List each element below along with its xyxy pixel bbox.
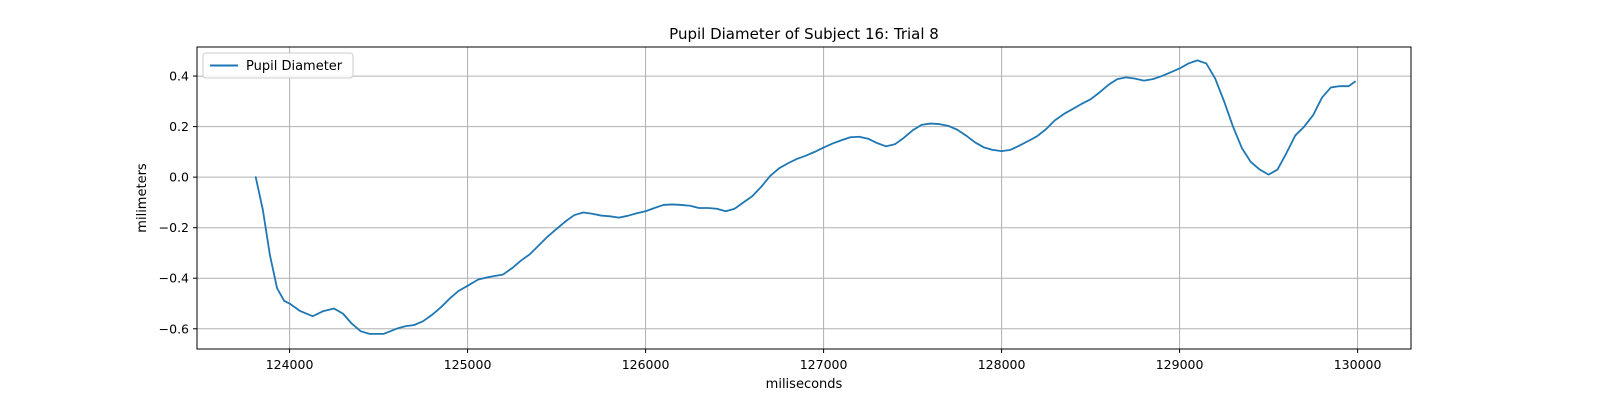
- x-tick-label: 128000: [978, 357, 1026, 372]
- y-tick-label: 0.4: [169, 69, 189, 84]
- x-tick-label: 130000: [1334, 357, 1382, 372]
- y-tick-label: 0.2: [169, 119, 189, 134]
- y-tick-label: −0.2: [159, 220, 189, 235]
- x-tick-label: 126000: [622, 357, 670, 372]
- x-tick-label: 124000: [266, 357, 314, 372]
- x-axis: 124000 125000 126000 127000 128000 129000 1300…: [266, 349, 1382, 372]
- y-axis: −0.6 −0.4 −0.2 0.0 0.2 0.4: [159, 69, 197, 336]
- x-axis-label: miliseconds: [766, 377, 843, 392]
- legend-box: [202, 52, 354, 79]
- y-axis-label: milimeters: [135, 163, 150, 233]
- x-tick-label: 127000: [800, 357, 848, 372]
- legend-label-pupil-diameter: Pupil Diameter: [246, 59, 343, 74]
- x-tick-label: 129000: [1156, 357, 1204, 372]
- x-tick-label: 125000: [444, 357, 492, 372]
- legend: Pupil Diameter: [202, 52, 354, 79]
- grid-lines: [197, 47, 1411, 349]
- chart-title: Pupil Diameter of Subject 16: Trial 8: [669, 25, 939, 43]
- y-tick-label: 0.0: [169, 170, 189, 185]
- series-lines: [254, 59, 1356, 335]
- plot-frame: [196, 46, 1412, 350]
- y-tick-label: −0.4: [159, 271, 189, 286]
- y-tick-label: −0.6: [159, 321, 189, 336]
- series-line-pupil-diameter: [254, 59, 1356, 335]
